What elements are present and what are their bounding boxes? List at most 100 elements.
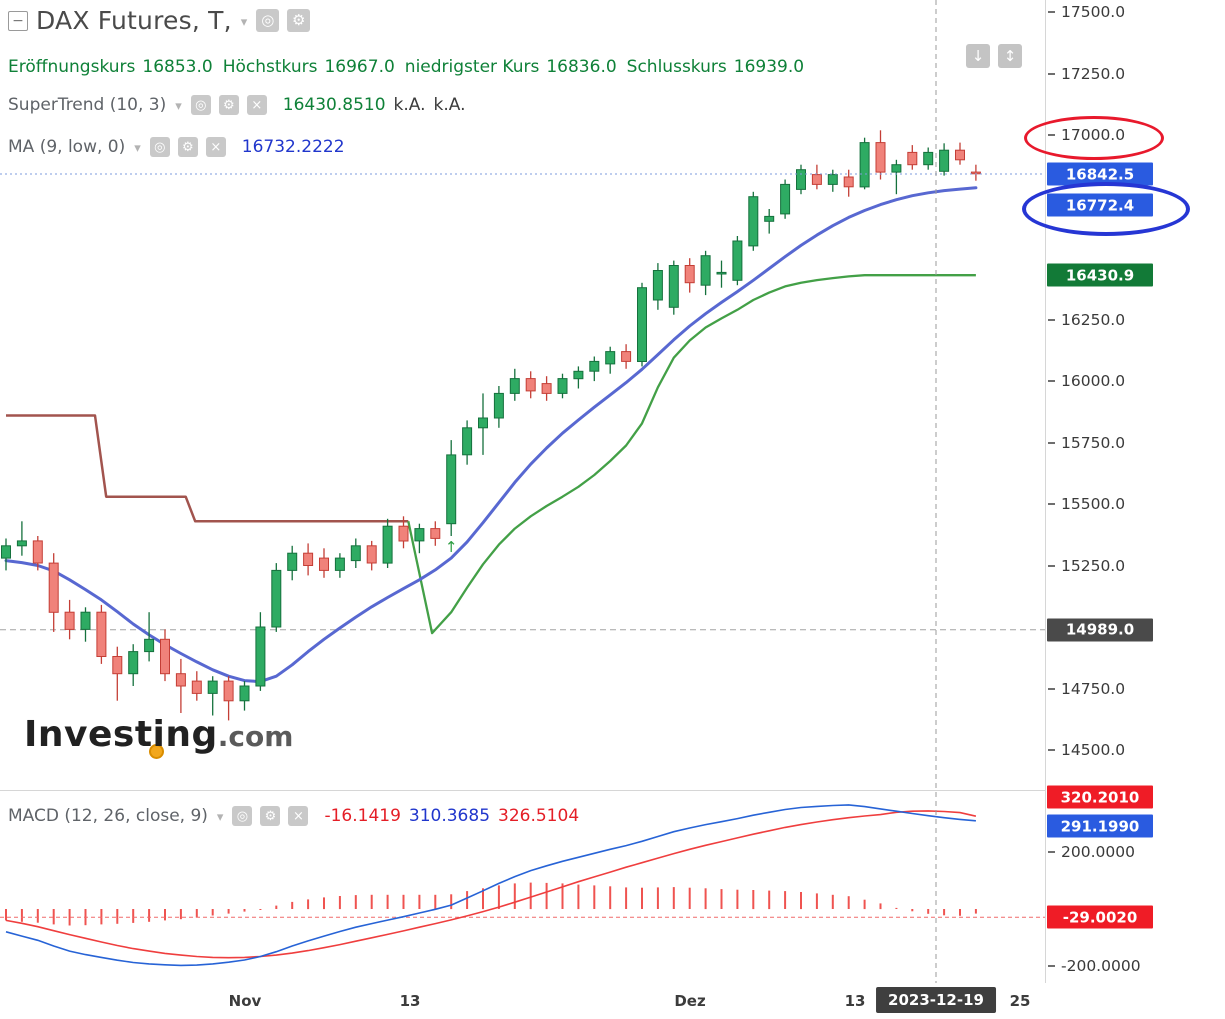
price-axis-badge: 16772.4 bbox=[1047, 193, 1153, 217]
settings-gear-icon[interactable]: ⚙ bbox=[287, 9, 311, 32]
price-axis-label: 17500.0 bbox=[1048, 3, 1125, 21]
ma-line bbox=[4, 186, 978, 684]
candle bbox=[955, 149, 965, 161]
chevron-down-icon[interactable]: ▾ bbox=[240, 14, 248, 30]
macd-line-value: 310.3685 bbox=[408, 806, 491, 826]
pane-divider[interactable] bbox=[0, 790, 1225, 791]
investing-watermark: Investing .com bbox=[24, 714, 293, 755]
macd-axis-badge: 320.2010 bbox=[1047, 785, 1153, 809]
macd-legend-row: MACD (12, 26, close, 9) ▾ ◎ ⚙ × -16.1419… bbox=[8, 806, 579, 826]
chevron-down-icon[interactable]: ▾ bbox=[134, 141, 141, 156]
candle bbox=[684, 265, 695, 284]
price-axis-label: 17000.0 bbox=[1048, 126, 1125, 144]
settings-gear-icon[interactable]: ⚙ bbox=[260, 806, 281, 826]
candle bbox=[652, 270, 663, 301]
chart-plot[interactable]: ↑ bbox=[0, 0, 1045, 983]
open-label: Eröffnungskurs bbox=[8, 57, 136, 77]
candle bbox=[541, 383, 552, 394]
candle bbox=[191, 680, 202, 694]
settings-gear-icon[interactable]: ⚙ bbox=[177, 137, 198, 157]
candle bbox=[748, 196, 759, 247]
time-axis-label: 25 bbox=[1009, 992, 1031, 1010]
scroll-down-icon-button[interactable]: ↓ bbox=[966, 44, 990, 68]
ma-name[interactable]: MA (9, low, 0) bbox=[8, 137, 126, 157]
chevron-down-icon[interactable]: ▾ bbox=[216, 810, 224, 825]
candle bbox=[366, 545, 377, 564]
candle bbox=[859, 142, 870, 188]
supertrend-bear-line bbox=[6, 414, 409, 523]
candle bbox=[700, 255, 711, 286]
candle bbox=[64, 611, 75, 630]
candle bbox=[255, 626, 266, 687]
candle bbox=[716, 271, 727, 275]
candle bbox=[80, 611, 91, 630]
candle bbox=[319, 557, 329, 571]
candle bbox=[287, 552, 298, 571]
close-value: 16939.0 bbox=[733, 57, 805, 77]
candle bbox=[875, 142, 886, 173]
price-axis-label: 16250.0 bbox=[1048, 311, 1125, 329]
candle bbox=[557, 378, 568, 394]
time-axis-label: 13 bbox=[399, 992, 421, 1010]
candle bbox=[430, 528, 441, 539]
candle bbox=[144, 638, 155, 653]
candles-group bbox=[1, 130, 981, 721]
candle bbox=[32, 540, 43, 564]
candle bbox=[668, 265, 679, 308]
price-axis[interactable]: 17500.0 17250.0 17000.0 16250.0 16000.0 15750… bbox=[1045, 0, 1225, 983]
candle bbox=[923, 151, 934, 166]
candle bbox=[446, 454, 457, 525]
supertrend-bull-line bbox=[407, 274, 976, 635]
macd-name[interactable]: MACD (12, 26, close, 9) bbox=[8, 806, 208, 826]
close-icon[interactable]: × bbox=[288, 806, 309, 826]
watermark-logo-dot-icon bbox=[149, 744, 164, 759]
symbol-legend-row: − DAX Futures, T, ▾ ◎ ⚙ bbox=[8, 6, 311, 35]
macd-signal-line bbox=[5, 810, 977, 959]
close-label: Schlusskurs bbox=[626, 57, 727, 77]
candle bbox=[48, 562, 59, 613]
supertrend-legend-row: SuperTrend (10, 3) ▾ ◎ ⚙ × 16430.8510 k.… bbox=[8, 95, 466, 115]
candle bbox=[493, 392, 504, 419]
supertrend-name[interactable]: SuperTrend (10, 3) bbox=[8, 95, 167, 115]
auto-scale-icon-button[interactable]: ↕ bbox=[998, 44, 1022, 68]
price-axis-label: 14500.0 bbox=[1048, 741, 1125, 759]
candle bbox=[207, 680, 218, 694]
macd-hist-value: -16.1419 bbox=[324, 806, 401, 826]
candle bbox=[573, 370, 584, 380]
high-label: Höchstkurs bbox=[222, 57, 318, 77]
candle bbox=[780, 183, 791, 215]
visibility-icon[interactable]: ◎ bbox=[190, 95, 211, 115]
time-axis-label: Nov bbox=[228, 992, 262, 1010]
ohlc-legend-row: Eröffnungskurs 16853.0 Höchstkurs 16967.0 … bbox=[8, 57, 804, 77]
symbol-title[interactable]: DAX Futures, T, bbox=[36, 6, 232, 35]
supertrend-value: 16430.8510 bbox=[282, 95, 386, 115]
candle bbox=[939, 149, 950, 172]
low-value: 16836.0 bbox=[546, 57, 617, 77]
price-axis-badge: 16842.5 bbox=[1047, 162, 1153, 186]
collapse-pane-icon[interactable]: − bbox=[8, 10, 28, 31]
candle bbox=[271, 569, 282, 628]
candle bbox=[732, 240, 743, 281]
candle bbox=[334, 557, 345, 571]
chevron-down-icon[interactable]: ▾ bbox=[175, 99, 182, 114]
candle bbox=[525, 378, 536, 392]
ma-value: 16732.2222 bbox=[241, 137, 345, 157]
candle bbox=[827, 174, 838, 185]
macd-signal-value: 326.5104 bbox=[498, 806, 580, 826]
settings-gear-icon[interactable]: ⚙ bbox=[218, 95, 239, 115]
close-icon[interactable]: × bbox=[246, 95, 267, 115]
candle bbox=[128, 651, 139, 675]
macd-axis-badge: 291.1990 bbox=[1047, 814, 1153, 838]
close-icon[interactable]: × bbox=[205, 137, 226, 157]
macd-axis-badge: -29.0020 bbox=[1047, 905, 1153, 929]
candle bbox=[175, 673, 186, 687]
visibility-icon[interactable]: ◎ bbox=[232, 806, 253, 826]
price-axis-badge: 14989.0 bbox=[1047, 618, 1153, 642]
time-axis[interactable]: Nov 13 Dez 13 25 2023-12-19 bbox=[0, 983, 1225, 1019]
price-axis-label: 15250.0 bbox=[1048, 557, 1125, 575]
supertrend-na2: k.A. bbox=[433, 95, 466, 115]
visibility-icon[interactable]: ◎ bbox=[149, 137, 170, 157]
visibility-icon[interactable]: ◎ bbox=[256, 9, 280, 32]
candle bbox=[96, 611, 107, 658]
